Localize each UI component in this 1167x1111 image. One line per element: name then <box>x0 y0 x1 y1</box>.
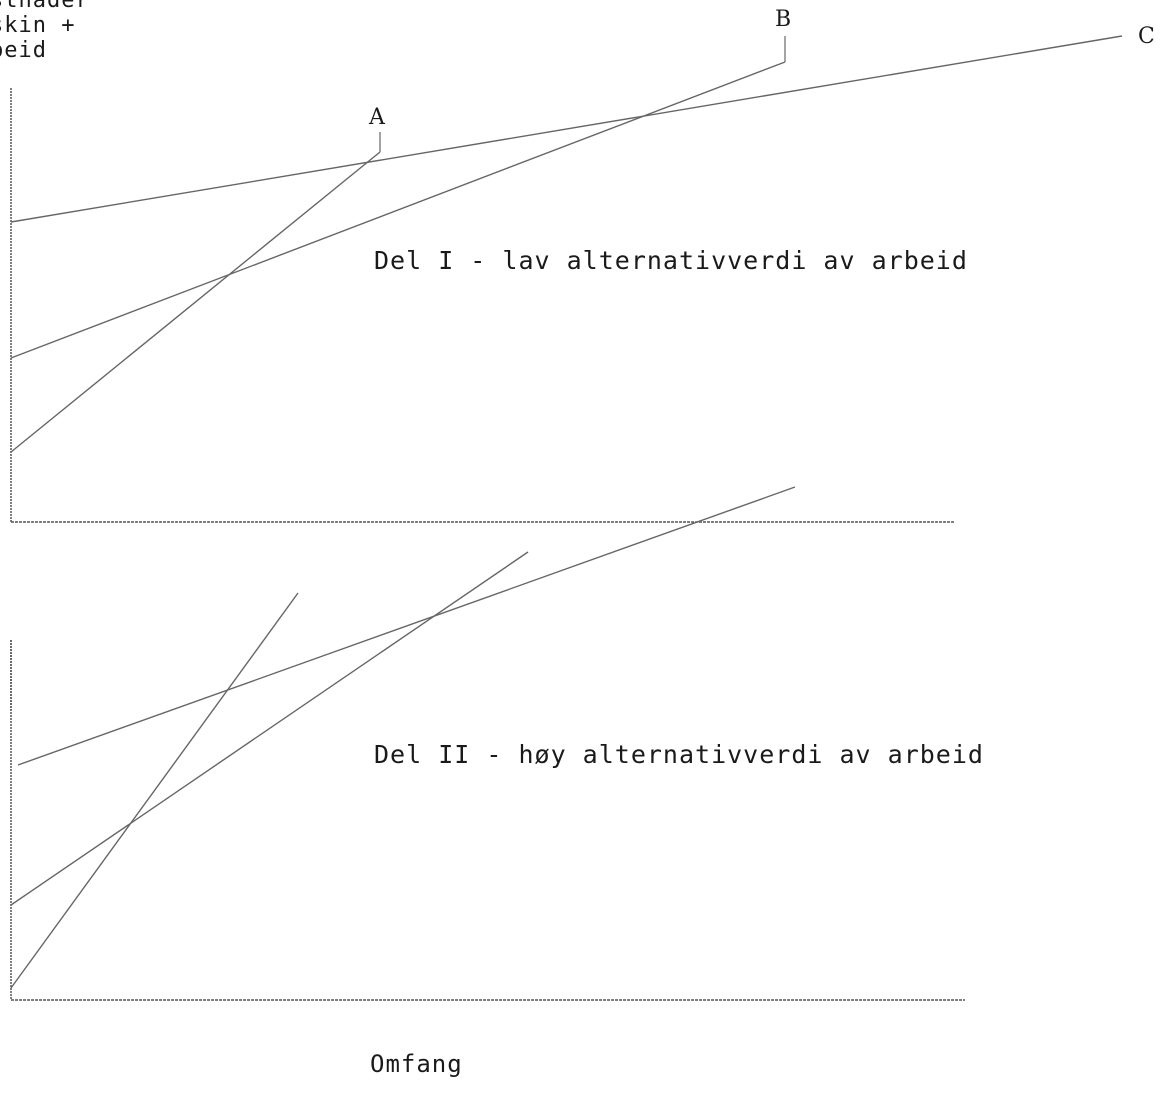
y-axis-label: stnader skin + beid <box>0 0 90 63</box>
curve-label-b: B <box>775 7 791 32</box>
top-line-a <box>10 151 381 453</box>
top-line-b <box>10 61 786 359</box>
curve-label-a: A <box>368 105 386 130</box>
top-line-c <box>10 35 1123 223</box>
curve-label-c: C <box>1138 24 1155 49</box>
bottom-line-b <box>10 551 529 906</box>
panel-title-del-1: Del I - lav alternativverdi av arbeid <box>374 246 968 275</box>
y-axis-label-line-2: skin + <box>0 13 76 38</box>
bottom-line-a <box>10 592 299 989</box>
y-axis-label-line-1: stnader <box>0 0 90 13</box>
bottom-line-c <box>17 486 796 766</box>
panel-title-del-2: Del II - høy alternativverdi av arbeid <box>374 740 984 769</box>
x-axis-label: Omfang <box>370 1050 463 1078</box>
y-axis-label-line-3: beid <box>0 38 47 63</box>
